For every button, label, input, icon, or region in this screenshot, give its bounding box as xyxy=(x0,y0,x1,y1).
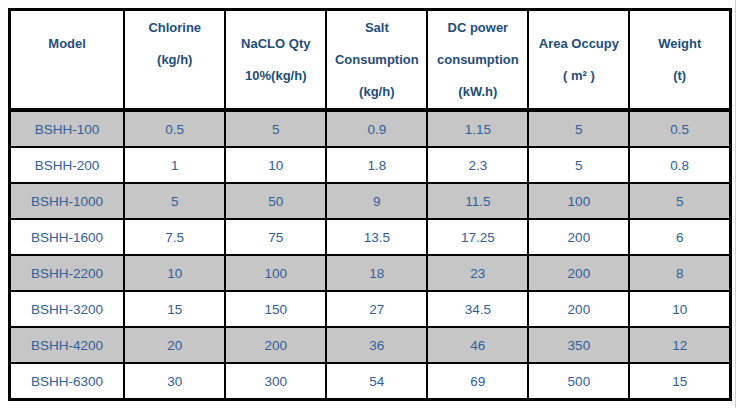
cell-model: BSHH-4200 xyxy=(10,327,125,363)
cell-naclo-qty: 5 xyxy=(225,110,326,147)
spec-table: ModelChlorine(kg/h)NaCLO Qty10%(kg/h)Sal… xyxy=(8,8,732,401)
cell-chlorine: 0.5 xyxy=(124,110,225,147)
column-header-model-line xyxy=(11,60,123,92)
cell-model: BSHH-3200 xyxy=(10,291,125,327)
cell-naclo-qty: 50 xyxy=(225,183,326,219)
cell-weight: 8 xyxy=(629,255,730,291)
cell-weight: 5 xyxy=(629,183,730,219)
table-row-bshh-6300: BSHH-630030300546950015 xyxy=(10,363,731,400)
column-header-salt-consumption-line: Consumption xyxy=(327,44,426,76)
table-row-bshh-200: BSHH-2001101.82.350.8 xyxy=(10,147,731,183)
column-header-area-occupy-line: ( m² ) xyxy=(529,60,628,92)
column-header-dc-power-line: DC power xyxy=(428,12,527,44)
cell-salt-consumption: 0.9 xyxy=(326,110,427,147)
column-header-salt-consumption: SaltConsumption(kg/h) xyxy=(326,10,427,111)
cell-salt-consumption: 18 xyxy=(326,255,427,291)
cell-weight: 12 xyxy=(629,327,730,363)
column-header-area-occupy: Area Occupy( m² ) xyxy=(528,10,629,111)
cell-area-occupy: 100 xyxy=(528,183,629,219)
column-header-salt-consumption-line: Salt xyxy=(327,12,426,44)
column-header-model: Model xyxy=(10,10,125,111)
column-header-chlorine-line: (kg/h) xyxy=(125,44,224,76)
cell-dc-power: 17.25 xyxy=(427,219,528,255)
cell-dc-power: 34.5 xyxy=(427,291,528,327)
cell-weight: 10 xyxy=(629,291,730,327)
cell-chlorine: 20 xyxy=(124,327,225,363)
cell-salt-consumption: 9 xyxy=(326,183,427,219)
cell-area-occupy: 500 xyxy=(528,363,629,400)
cell-dc-power: 23 xyxy=(427,255,528,291)
column-header-weight: Weight(t) xyxy=(629,10,730,111)
cell-area-occupy: 5 xyxy=(528,110,629,147)
column-header-area-occupy-line: Area Occupy xyxy=(529,28,628,60)
column-header-chlorine-line xyxy=(125,76,224,108)
cell-area-occupy: 5 xyxy=(528,147,629,183)
column-header-model-line: Model xyxy=(11,28,123,60)
cell-naclo-qty: 10 xyxy=(225,147,326,183)
cell-model: BSHH-2200 xyxy=(10,255,125,291)
page-edge-line xyxy=(735,0,736,408)
cell-chlorine: 10 xyxy=(124,255,225,291)
cell-model: BSHH-1000 xyxy=(10,183,125,219)
column-header-salt-consumption-line: (kg/h) xyxy=(327,76,426,108)
spec-table-header: ModelChlorine(kg/h)NaCLO Qty10%(kg/h)Sal… xyxy=(10,10,731,111)
table-row-bshh-3200: BSHH-3200151502734.520010 xyxy=(10,291,731,327)
cell-chlorine: 30 xyxy=(124,363,225,400)
cell-dc-power: 1.15 xyxy=(427,110,528,147)
cell-naclo-qty: 150 xyxy=(225,291,326,327)
column-header-naclo-qty-line: 10%(kg/h) xyxy=(226,60,325,92)
cell-salt-consumption: 1.8 xyxy=(326,147,427,183)
cell-weight: 0.8 xyxy=(629,147,730,183)
column-header-dc-power: DC powerconsumption(kW.h) xyxy=(427,10,528,111)
cell-model: BSHH-1600 xyxy=(10,219,125,255)
cell-model: BSHH-200 xyxy=(10,147,125,183)
cell-chlorine: 1 xyxy=(124,147,225,183)
cell-weight: 15 xyxy=(629,363,730,400)
cell-naclo-qty: 300 xyxy=(225,363,326,400)
column-header-weight-line: (t) xyxy=(630,60,729,92)
column-header-chlorine: Chlorine(kg/h) xyxy=(124,10,225,111)
column-header-dc-power-line: consumption xyxy=(428,44,527,76)
cell-salt-consumption: 36 xyxy=(326,327,427,363)
cell-salt-consumption: 13.5 xyxy=(326,219,427,255)
spec-table-body: BSHH-1000.550.91.1550.5BSHH-2001101.82.3… xyxy=(10,110,731,400)
cell-salt-consumption: 54 xyxy=(326,363,427,400)
cell-model: BSHH-100 xyxy=(10,110,125,147)
cell-dc-power: 2.3 xyxy=(427,147,528,183)
header-row: ModelChlorine(kg/h)NaCLO Qty10%(kg/h)Sal… xyxy=(10,10,731,111)
cell-chlorine: 7.5 xyxy=(124,219,225,255)
cell-area-occupy: 200 xyxy=(528,255,629,291)
cell-model: BSHH-6300 xyxy=(10,363,125,400)
column-header-chlorine-line: Chlorine xyxy=(125,12,224,44)
cell-area-occupy: 200 xyxy=(528,291,629,327)
column-header-naclo-qty-line: NaCLO Qty xyxy=(226,28,325,60)
table-row-bshh-1000: BSHH-1000550911.51005 xyxy=(10,183,731,219)
cell-naclo-qty: 75 xyxy=(225,219,326,255)
column-header-dc-power-line: (kW.h) xyxy=(428,76,527,108)
column-header-weight-line: Weight xyxy=(630,28,729,60)
cell-area-occupy: 200 xyxy=(528,219,629,255)
page: ModelChlorine(kg/h)NaCLO Qty10%(kg/h)Sal… xyxy=(0,0,739,408)
column-header-naclo-qty: NaCLO Qty10%(kg/h) xyxy=(225,10,326,111)
table-row-bshh-4200: BSHH-420020200364635012 xyxy=(10,327,731,363)
cell-area-occupy: 350 xyxy=(528,327,629,363)
cell-weight: 6 xyxy=(629,219,730,255)
cell-naclo-qty: 200 xyxy=(225,327,326,363)
cell-naclo-qty: 100 xyxy=(225,255,326,291)
table-row-bshh-1600: BSHH-16007.57513.517.252006 xyxy=(10,219,731,255)
table-row-bshh-100: BSHH-1000.550.91.1550.5 xyxy=(10,110,731,147)
cell-chlorine: 5 xyxy=(124,183,225,219)
cell-dc-power: 46 xyxy=(427,327,528,363)
table-row-bshh-2200: BSHH-22001010018232008 xyxy=(10,255,731,291)
cell-chlorine: 15 xyxy=(124,291,225,327)
cell-dc-power: 69 xyxy=(427,363,528,400)
cell-salt-consumption: 27 xyxy=(326,291,427,327)
cell-dc-power: 11.5 xyxy=(427,183,528,219)
cell-weight: 0.5 xyxy=(629,110,730,147)
